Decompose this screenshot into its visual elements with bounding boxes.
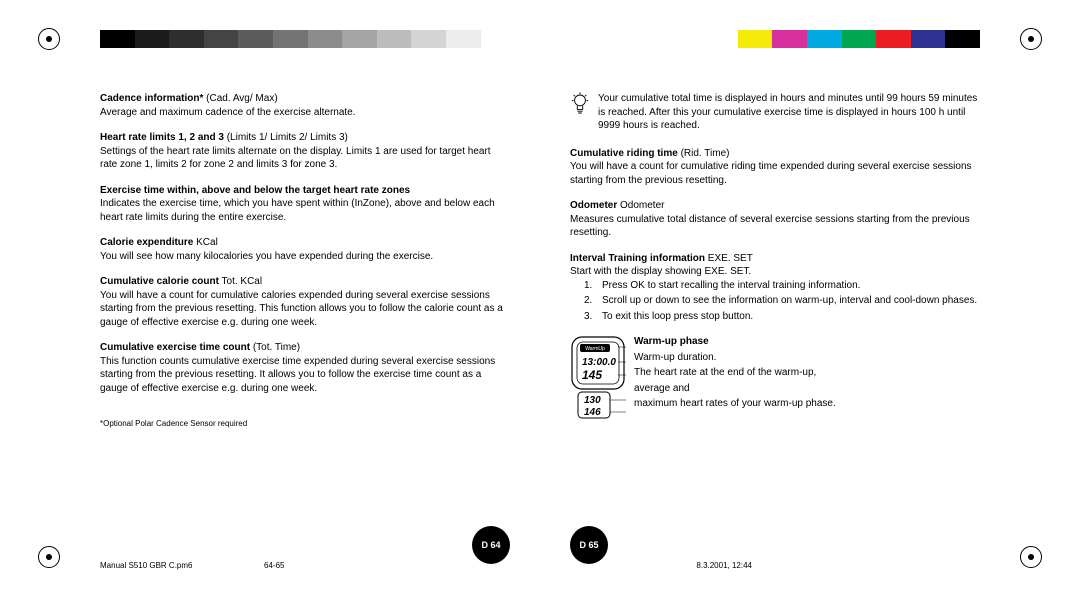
section-title-suffix: (Cad. Avg/ Max) — [203, 93, 277, 104]
section: Exercise time within, above and below th… — [100, 184, 510, 225]
watch-top-label: WarmUp — [585, 346, 605, 352]
colorbar-swatch — [169, 30, 204, 48]
colorbar-swatch — [945, 30, 980, 48]
tip-block: Your cumulative total time is displayed … — [570, 92, 980, 133]
colorbar-swatch — [411, 30, 446, 48]
list-text: Press OK to start recalling the interval… — [602, 279, 860, 293]
colorbar-swatch — [377, 30, 412, 48]
colorbar-swatch — [772, 30, 807, 48]
section-title-suffix: EXE. SET — [705, 253, 753, 264]
list-item: 2. Scroll up or down to see the informati… — [584, 294, 980, 308]
print-footer: Manual S510 GBR C.pm6 64-65 8.3.2001, 12… — [100, 561, 980, 570]
colorbar-swatch — [238, 30, 273, 48]
warmup-line: Warm-up duration. — [634, 351, 836, 365]
page-left: Cadence information* (Cad. Avg/ Max) Aver… — [100, 92, 510, 546]
page-number-left: D 64 — [472, 526, 510, 564]
warmup-heading: Warm-up phase — [634, 335, 836, 349]
section-title-suffix: (Rid. Time) — [678, 148, 730, 159]
colorbar-swatch — [876, 30, 911, 48]
section-title-suffix: (Tot. Time) — [250, 342, 300, 353]
footer-pages: 64-65 — [264, 561, 284, 570]
section: Cumulative calorie count Tot. KCal You wi… — [100, 275, 510, 329]
section-body: Measures cumulative total distance of se… — [570, 213, 980, 240]
watch-time: 13:00.0 — [582, 357, 616, 368]
colorbar-swatch — [738, 30, 773, 48]
lightbulb-icon — [570, 92, 590, 118]
section-title-suffix: Tot. KCal — [219, 276, 262, 287]
section-title: Cumulative riding time — [570, 148, 678, 159]
colorbar-swatch — [481, 30, 516, 48]
warmup-text: Warm-up phase Warm-up duration.The heart… — [634, 335, 836, 426]
watch-hr: 145 — [582, 368, 602, 382]
section-body: Indicates the exercise time, which you h… — [100, 197, 510, 224]
colorbar-swatch — [273, 30, 308, 48]
interval-steps: 1. Press OK to start recalling the interv… — [584, 279, 980, 324]
section-title-suffix: Odometer — [617, 200, 664, 211]
list-text: Scroll up or down to see the information… — [602, 294, 977, 308]
section-title: Calorie expenditure — [100, 237, 193, 248]
footer-file: Manual S510 GBR C.pm6 — [100, 561, 193, 570]
colorbar-swatch — [842, 30, 877, 48]
page-right: Your cumulative total time is displayed … — [570, 92, 980, 546]
crop-mark-tl — [38, 28, 60, 50]
section-title: Odometer — [570, 200, 617, 211]
watch-max: 146 — [584, 407, 601, 418]
section-title: Exercise time within, above and below th… — [100, 185, 410, 196]
section-title: Cumulative calorie count — [100, 276, 219, 287]
crop-mark-tr — [1020, 28, 1042, 50]
section-title: Cumulative exercise time count — [100, 342, 250, 353]
crop-mark-bl — [38, 546, 60, 568]
section-body: You will have a count for cumulative rid… — [570, 160, 980, 187]
section-interval: Interval Training information EXE. SET S… — [570, 252, 980, 324]
list-item: 3. To exit this loop press stop button. — [584, 310, 980, 324]
page-number-right: D 65 — [570, 526, 608, 564]
section: Cumulative exercise time count (Tot. Tim… — [100, 341, 510, 395]
section-title-suffix: KCal — [193, 237, 217, 248]
watch-diagram: WarmUp 13:00.0 145 130 146 — [570, 335, 626, 426]
warmup-line: maximum heart rates of your warm-up phas… — [634, 397, 836, 411]
colorbar-swatch — [807, 30, 842, 48]
footnote: *Optional Polar Cadence Sensor required — [100, 419, 510, 430]
print-colorbar — [100, 30, 980, 48]
list-number: 2. — [584, 294, 596, 308]
section: Calorie expenditure KCal You will see how… — [100, 236, 510, 263]
section-body: Start with the display showing EXE. SET. — [570, 265, 980, 279]
list-number: 1. — [584, 279, 596, 293]
section-body: This function counts cumulative exercise… — [100, 355, 510, 396]
section-body: You will have a count for cumulative cal… — [100, 289, 510, 330]
list-text: To exit this loop press stop button. — [602, 310, 753, 324]
colorbar-swatch — [911, 30, 946, 48]
colorbar-swatch — [446, 30, 481, 48]
footer-timestamp: 8.3.2001, 12:44 — [696, 561, 752, 570]
section-body: You will see how many kilocalories you h… — [100, 250, 510, 264]
section-body: Settings of the heart rate limits altern… — [100, 145, 510, 172]
section-title: Interval Training information — [570, 253, 705, 264]
colorbar-swatch — [204, 30, 239, 48]
section: Cadence information* (Cad. Avg/ Max) Aver… — [100, 92, 510, 119]
section-title-suffix: (Limits 1/ Limits 2/ Limits 3) — [224, 132, 348, 143]
crop-mark-br — [1020, 546, 1042, 568]
section-title: Heart rate limits 1, 2 and 3 — [100, 132, 224, 143]
section-body: Average and maximum cadence of the exerc… — [100, 106, 510, 120]
colorbar-swatch — [100, 30, 135, 48]
warmup-block: WarmUp 13:00.0 145 130 146 Warm-up phase… — [570, 335, 980, 426]
list-item: 1. Press OK to start recalling the interv… — [584, 279, 980, 293]
colorbar-swatch — [703, 30, 738, 48]
warmup-line: The heart rate at the end of the warm-up… — [634, 366, 836, 380]
spread: Cadence information* (Cad. Avg/ Max) Aver… — [100, 92, 980, 546]
watch-avg: 130 — [584, 395, 601, 406]
colorbar-swatch — [135, 30, 170, 48]
colorbar-swatch — [308, 30, 343, 48]
tip-text: Your cumulative total time is displayed … — [598, 92, 980, 133]
section: Odometer Odometer Measures cumulative tot… — [570, 199, 980, 240]
section: Heart rate limits 1, 2 and 3 (Limits 1/ … — [100, 131, 510, 172]
colorbar-swatch — [342, 30, 377, 48]
section-title: Cadence information* — [100, 93, 203, 104]
list-number: 3. — [584, 310, 596, 324]
warmup-line: average and — [634, 382, 836, 396]
section: Cumulative riding time (Rid. Time)You wi… — [570, 147, 980, 188]
